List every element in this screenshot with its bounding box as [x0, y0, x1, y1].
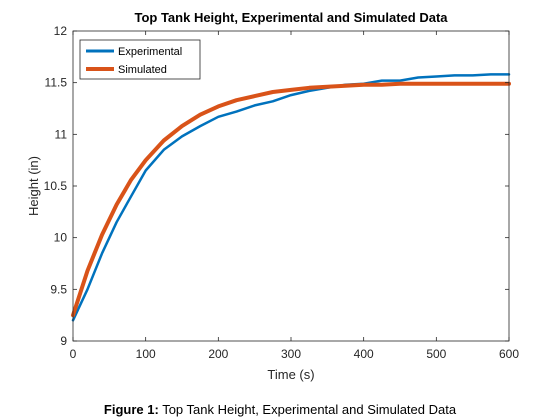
y-tick-label: 12 — [54, 24, 68, 38]
caption-label: Figure 1: — [103, 402, 159, 417]
y-tick-label: 9 — [60, 334, 67, 348]
x-axis-label: Time (s) — [267, 367, 314, 382]
legend-label-experimental: Experimental — [118, 46, 182, 58]
legend: Experimental Simulated — [79, 39, 201, 80]
y-tick-label: 11 — [55, 127, 68, 141]
series-layer — [71, 73, 511, 322]
x-tick-label: 200 — [208, 347, 228, 361]
y-axis: 9 9.5 10 10.5 11 11.5 12 — [44, 24, 509, 348]
x-tick-label: 400 — [354, 347, 374, 361]
y-tick-label: 10.5 — [44, 179, 68, 193]
y-tick-label: 9.5 — [50, 282, 67, 296]
x-tick-label: 100 — [136, 347, 156, 361]
series-line-simulated — [71, 81, 511, 318]
x-axis: 0 100 200 300 400 500 600 — [70, 31, 519, 361]
figure-caption: Figure 1: Top Tank Height, Experimental … — [0, 402, 560, 417]
y-axis-label: Height (in) — [26, 156, 41, 216]
series-line-experimental — [71, 73, 511, 322]
legend-box — [79, 39, 201, 80]
x-tick-label: 500 — [426, 347, 446, 361]
chart-title: Top Tank Height, Experimental and Simula… — [134, 10, 448, 25]
y-tick-label: 10 — [54, 231, 68, 245]
x-tick-label: 0 — [70, 347, 77, 361]
x-tick-label: 600 — [499, 347, 519, 361]
legend-label-simulated: Simulated — [118, 64, 167, 76]
caption-text: Top Tank Height, Experimental and Simula… — [158, 402, 457, 417]
x-tick-label: 300 — [281, 347, 301, 361]
line-chart: 0 100 200 300 400 500 600 9 9.5 10 10.5 11 11.5 12 T… — [26, 10, 519, 382]
y-tick-label: 11.5 — [45, 76, 68, 90]
